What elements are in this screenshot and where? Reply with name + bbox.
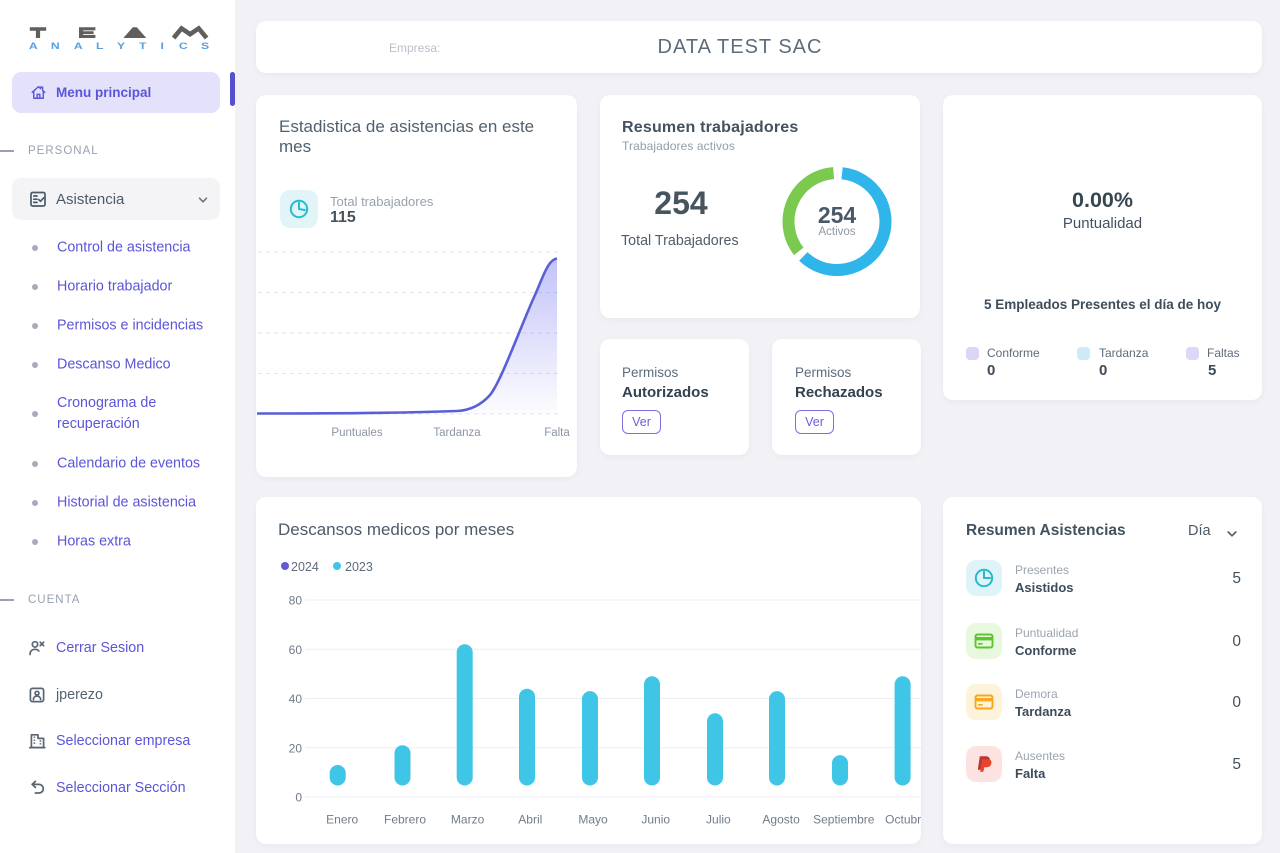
svg-text:0: 0 (295, 791, 302, 805)
svg-text:Mayo: Mayo (578, 813, 608, 827)
svg-text:Septiembre: Septiembre (813, 813, 875, 827)
svg-text:Tardanza: Tardanza (433, 427, 481, 439)
svg-text:Falta: Falta (544, 427, 570, 439)
svg-text:80: 80 (289, 594, 303, 608)
svg-text:40: 40 (289, 692, 303, 706)
svg-text:Puntuales: Puntuales (331, 427, 382, 439)
svg-text:60: 60 (289, 643, 303, 657)
svg-text:Agosto: Agosto (762, 813, 800, 827)
svg-text:254: 254 (818, 202, 857, 228)
svg-text:20: 20 (289, 741, 303, 755)
svg-text:Junio: Junio (641, 813, 670, 827)
svg-text:Enero: Enero (326, 813, 358, 827)
svg-text:Marzo: Marzo (451, 813, 485, 827)
svg-text:Febrero: Febrero (384, 813, 426, 827)
svg-text:Julio: Julio (706, 813, 731, 827)
svg-text:Abril: Abril (518, 813, 542, 827)
svg-text:Activos: Activos (818, 226, 855, 238)
svg-text:Octubre: Octubre (885, 813, 921, 827)
